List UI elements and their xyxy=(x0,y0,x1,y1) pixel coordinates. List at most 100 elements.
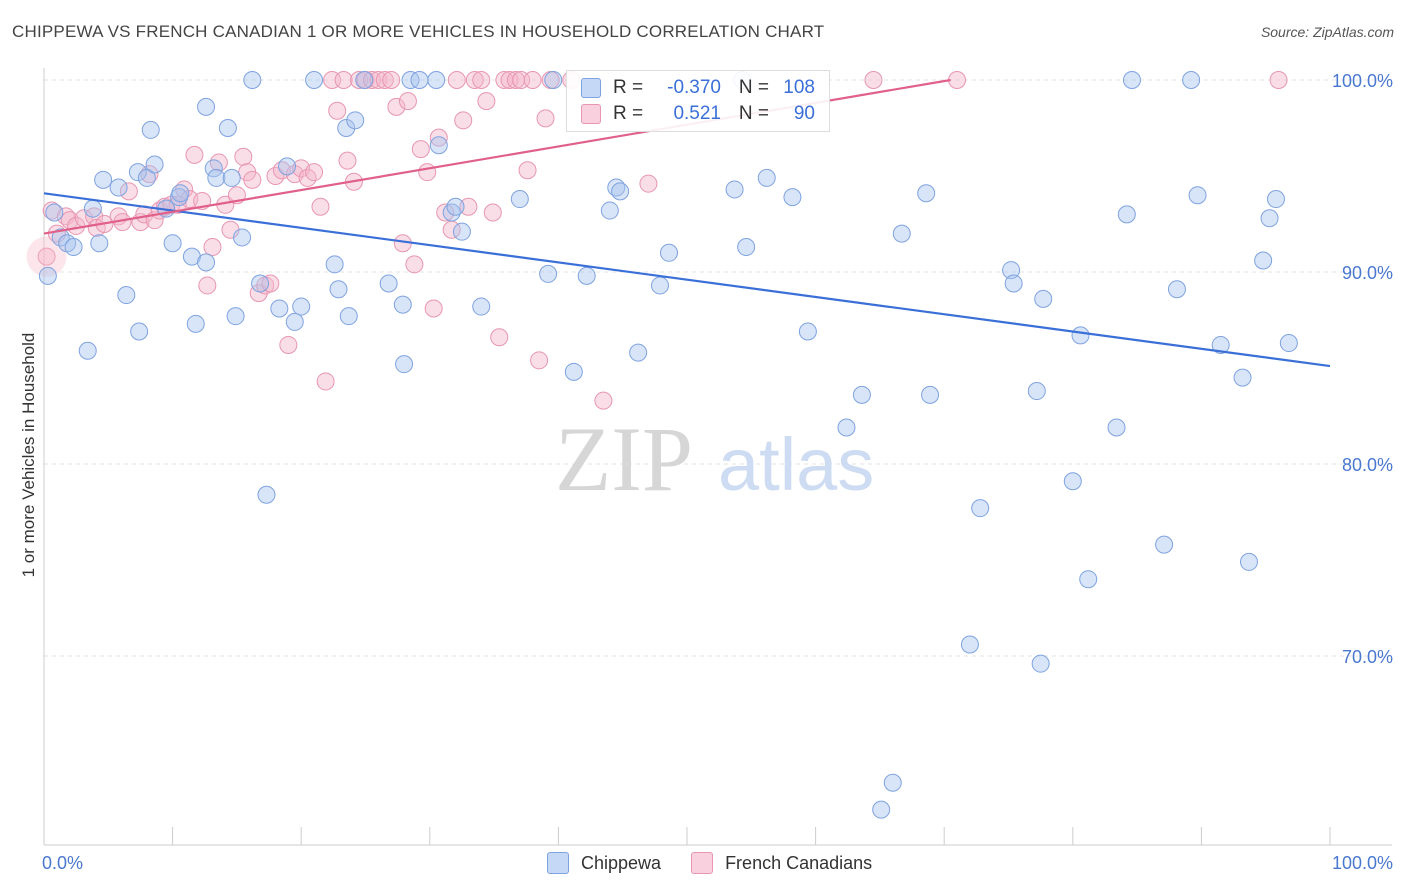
legend-item-french-canadians[interactable]: French Canadians xyxy=(691,852,872,874)
french-canadians-point xyxy=(375,71,394,89)
chippewa-point xyxy=(233,228,252,247)
chippewa-point xyxy=(510,190,529,209)
chippewa-points xyxy=(38,71,1298,819)
french-canadians-point xyxy=(1269,71,1288,89)
french-canadians-point xyxy=(338,151,357,170)
legend-swatch-chippewa xyxy=(547,852,569,874)
x-tick-label-min: 0.0% xyxy=(42,853,83,873)
chippewa-point xyxy=(1107,418,1126,437)
chippewa-point xyxy=(577,266,596,285)
axes xyxy=(43,68,1392,846)
chippewa-point xyxy=(1266,190,1285,209)
legend-r-value: -0.370 xyxy=(667,77,721,98)
legend-n-label: N = xyxy=(738,77,769,98)
legend-row-chippewa: R = -0.370 N = 108 xyxy=(581,76,815,100)
chippewa-point xyxy=(872,800,891,819)
legend-row-french-canadians: R = 0.521 N = 90 xyxy=(581,102,815,126)
chippewa-point xyxy=(725,180,744,199)
chippewa-point xyxy=(1004,274,1023,293)
french-canadians-point xyxy=(168,195,187,214)
french-canadians-point xyxy=(362,71,381,89)
chippewa-point xyxy=(186,314,205,333)
chippewa-point xyxy=(339,307,358,326)
chippewa-point xyxy=(650,276,669,295)
legend-swatch-chippewa xyxy=(581,78,601,98)
french-canadians-point xyxy=(864,71,883,89)
chippewa-point xyxy=(971,499,990,518)
french-canadians-point xyxy=(279,335,298,354)
french-canadians-point xyxy=(185,145,204,164)
chippewa-point xyxy=(305,71,324,89)
chippewa-point xyxy=(346,111,365,130)
legend-n-value: 108 xyxy=(783,77,815,98)
watermark-zip: ZIP xyxy=(555,408,693,510)
french-canadians-point xyxy=(948,71,967,89)
chippewa-point xyxy=(329,280,348,299)
chippewa-point xyxy=(472,297,491,316)
french-canadians-point xyxy=(305,163,324,182)
chippewa-point xyxy=(1027,382,1046,401)
chippewa-point xyxy=(452,222,471,241)
chippewa-point xyxy=(1002,261,1021,280)
french-canadians-point xyxy=(490,328,509,347)
chippewa-point xyxy=(1155,535,1174,554)
chippewa-point xyxy=(197,97,216,116)
french-canadians-point xyxy=(311,197,330,216)
chippewa-point xyxy=(1211,335,1230,354)
french-canadians-point xyxy=(405,255,424,274)
chippewa-point xyxy=(1117,205,1136,224)
gridlines xyxy=(44,79,1392,657)
chippewa-point xyxy=(892,224,911,243)
chippewa-point xyxy=(1167,280,1186,299)
french-canadians-point xyxy=(387,97,406,116)
y-tick-label: 70.0% xyxy=(1342,647,1393,667)
french-canadians-point xyxy=(411,140,430,159)
legend-swatch-french-canadians xyxy=(581,104,601,124)
y-axis-label: 1 or more Vehicles in Household xyxy=(19,333,38,578)
legend-label-chippewa: Chippewa xyxy=(581,852,662,873)
chippewa-point xyxy=(429,136,448,155)
french-canadians-point xyxy=(483,203,502,222)
source-credit: Source: ZipAtlas.com xyxy=(1260,24,1394,40)
french-canadians-point xyxy=(334,71,353,89)
chippewa-point xyxy=(45,203,64,222)
chippewa-point xyxy=(783,188,802,207)
chippewa-point xyxy=(163,234,182,253)
chippewa-point xyxy=(1188,186,1207,205)
chippewa-point xyxy=(1071,326,1090,345)
chippewa-point xyxy=(137,168,156,187)
french-canadians-point xyxy=(350,71,369,89)
chippewa-point xyxy=(83,199,102,218)
french-canadians-point xyxy=(424,299,443,318)
french-canadians-point xyxy=(316,372,335,391)
chippewa-point xyxy=(38,266,57,285)
tick-labels: 70.0% 80.0% 90.0% 100.0% 0.0% 100.0% xyxy=(42,71,1393,873)
legend-item-chippewa[interactable]: Chippewa xyxy=(547,852,661,874)
chippewa-point xyxy=(117,286,136,305)
legend-swatch-french-canadians xyxy=(691,852,714,874)
chippewa-point xyxy=(243,71,262,89)
french-canadians-point xyxy=(209,153,228,172)
french-canadians-point xyxy=(477,92,496,111)
legend-r-label: R = xyxy=(613,77,644,98)
chippewa-point xyxy=(257,485,276,504)
chippewa-point xyxy=(564,362,583,381)
french-canadians-point xyxy=(454,111,473,130)
chippewa-point xyxy=(1031,654,1050,673)
french-canadians-point xyxy=(328,101,347,120)
chippewa-point xyxy=(278,157,297,176)
chippewa-point xyxy=(1182,71,1201,89)
chippewa-point xyxy=(401,71,420,89)
chippewa-point xyxy=(171,184,190,203)
chippewa-point xyxy=(917,184,936,203)
chippewa-point xyxy=(379,274,398,293)
chippewa-point xyxy=(659,243,678,262)
french-canadians-point xyxy=(436,203,455,222)
french-canadians-point xyxy=(369,71,388,89)
french-canadians-point xyxy=(261,274,280,293)
chart-title: CHIPPEWA VS FRENCH CANADIAN 1 OR MORE VE… xyxy=(12,22,825,41)
french-canadians-point xyxy=(459,197,478,216)
french-canadians-point xyxy=(234,147,253,166)
chippewa-point xyxy=(446,197,465,216)
